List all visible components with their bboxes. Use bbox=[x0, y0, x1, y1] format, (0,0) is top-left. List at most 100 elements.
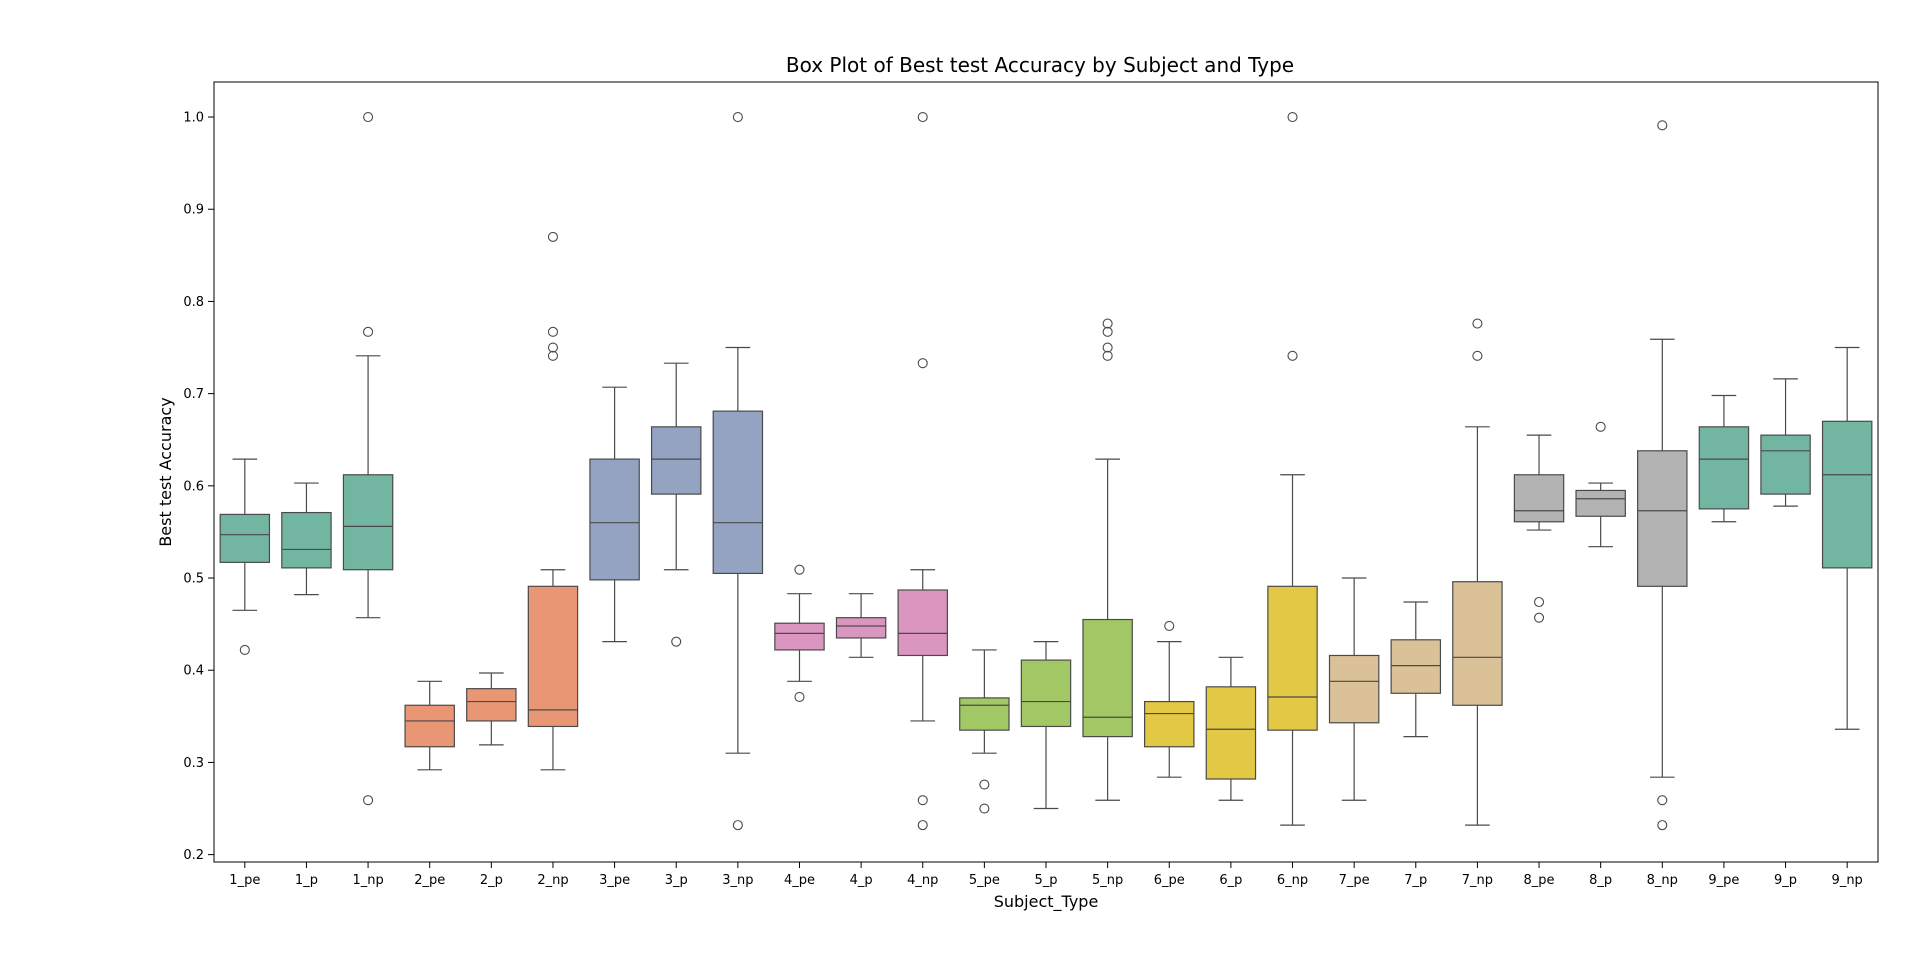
x-tick-label: 7_p bbox=[1404, 873, 1427, 888]
box-iqr bbox=[1205, 686, 1257, 780]
box-7_pe bbox=[1328, 577, 1380, 801]
box-iqr bbox=[1452, 581, 1503, 706]
x-tick-label: 6_p bbox=[1219, 873, 1242, 888]
outlier-point bbox=[794, 564, 805, 575]
box-9_pe bbox=[1698, 394, 1750, 523]
box-6_p bbox=[1205, 656, 1257, 801]
outlier-point bbox=[1533, 612, 1545, 623]
box-iqr bbox=[712, 410, 764, 575]
x-tick-label: 4_p bbox=[850, 873, 873, 888]
x-tick-label: 5_pe bbox=[969, 873, 1000, 888]
box-iqr bbox=[1390, 639, 1442, 694]
y-tick-label: 0.7 bbox=[183, 387, 204, 402]
outlier-point bbox=[979, 779, 990, 790]
y-tick-label: 0.9 bbox=[183, 203, 204, 218]
outlier-point bbox=[979, 803, 990, 814]
outlier-point bbox=[1102, 318, 1113, 329]
outlier-point bbox=[671, 636, 682, 647]
box-6_pe bbox=[1144, 620, 1195, 778]
outlier-point bbox=[547, 350, 559, 361]
x-tick-label: 1_np bbox=[352, 873, 383, 888]
outlier-point bbox=[363, 326, 374, 337]
outlier-point bbox=[732, 111, 743, 123]
box-9_np bbox=[1821, 346, 1873, 730]
outlier-point bbox=[1472, 350, 1483, 361]
box-iqr bbox=[774, 622, 825, 651]
x-tick-label: 4_pe bbox=[784, 873, 815, 888]
y-tick-label: 0.6 bbox=[183, 479, 204, 494]
y-tick-label: 0.8 bbox=[183, 295, 204, 310]
outlier-point bbox=[1472, 318, 1483, 329]
outlier-point bbox=[1657, 820, 1668, 831]
box-9_p bbox=[1760, 378, 1811, 507]
y-axis: 0.2 0.3 0.4 0.5 0.6 0.7 0.8 0.9 1.0 bbox=[183, 111, 214, 863]
y-tick-label: 1.0 bbox=[183, 111, 204, 126]
x-tick-label: 5_np bbox=[1092, 873, 1123, 888]
x-tick-label: 7_np bbox=[1462, 873, 1493, 888]
box-4_np bbox=[897, 111, 948, 831]
box-iqr bbox=[1082, 618, 1133, 738]
x-tick-label: 6_np bbox=[1277, 873, 1308, 888]
outlier-point bbox=[547, 231, 559, 242]
box-4_p bbox=[835, 593, 887, 658]
y-tick-label: 0.2 bbox=[183, 848, 204, 863]
outlier-point bbox=[1164, 620, 1175, 632]
box-iqr bbox=[281, 511, 332, 569]
x-tick-label: 4_np bbox=[907, 873, 938, 888]
outlier-point bbox=[547, 342, 559, 353]
outlier-point bbox=[363, 111, 374, 123]
x-tick-label: 1_pe bbox=[229, 873, 260, 888]
x-tick-label: 1_p bbox=[295, 873, 318, 888]
outlier-point bbox=[732, 820, 743, 831]
box-iqr bbox=[1267, 585, 1318, 731]
box-iqr bbox=[1513, 474, 1565, 523]
box-iqr bbox=[835, 617, 887, 639]
x-tick-label: 9_pe bbox=[1708, 873, 1739, 888]
box-iqr bbox=[1637, 450, 1688, 587]
box-3_p bbox=[650, 362, 702, 647]
x-tick-label: 5_p bbox=[1034, 873, 1057, 888]
box-5_p bbox=[1020, 641, 1072, 810]
box-8_np bbox=[1637, 120, 1688, 831]
box-iqr bbox=[1760, 434, 1811, 495]
outlier-point bbox=[1533, 596, 1545, 608]
box-iqr bbox=[1144, 700, 1195, 748]
box-8_p bbox=[1575, 421, 1626, 548]
outlier-point bbox=[917, 795, 928, 806]
chart-title: Box Plot of Best test Accuracy by Subjec… bbox=[786, 53, 1294, 77]
box-6_np bbox=[1267, 111, 1318, 826]
outlier-point bbox=[1657, 795, 1668, 806]
box-1_p bbox=[281, 482, 332, 596]
x-tick-label: 3_p bbox=[665, 873, 688, 888]
x-axis-label: Subject_Type bbox=[994, 892, 1099, 912]
outlier-point bbox=[1595, 421, 1606, 432]
box-5_pe bbox=[959, 649, 1010, 814]
box-iqr bbox=[219, 513, 271, 563]
y-tick-label: 0.5 bbox=[183, 572, 204, 587]
boxes-layer bbox=[219, 111, 1873, 831]
x-tick-label: 2_np bbox=[537, 873, 568, 888]
x-tick-label: 2_pe bbox=[414, 873, 445, 888]
outlier-point bbox=[917, 820, 928, 831]
y-tick-label: 0.4 bbox=[183, 664, 204, 679]
outlier-point bbox=[1657, 120, 1668, 131]
outlier-point bbox=[1102, 342, 1113, 353]
outlier-point bbox=[1102, 326, 1113, 337]
box-iqr bbox=[650, 426, 702, 495]
y-axis-label: Best test Accuracy bbox=[156, 397, 175, 546]
box-iqr bbox=[589, 458, 640, 581]
x-tick-label: 2_p bbox=[480, 873, 503, 888]
outlier-point bbox=[547, 326, 559, 337]
box-7_np bbox=[1452, 318, 1503, 826]
x-tick-label: 3_pe bbox=[599, 873, 630, 888]
outlier-point bbox=[917, 358, 928, 369]
box-1_pe bbox=[219, 458, 271, 655]
box-1_np bbox=[342, 111, 394, 806]
outlier-point bbox=[794, 691, 805, 703]
box-4_pe bbox=[774, 564, 825, 703]
outlier-point bbox=[1287, 350, 1298, 361]
box-iqr bbox=[959, 697, 1010, 731]
y-tick-label: 0.3 bbox=[183, 756, 204, 771]
x-tick-label: 7_pe bbox=[1339, 873, 1370, 888]
